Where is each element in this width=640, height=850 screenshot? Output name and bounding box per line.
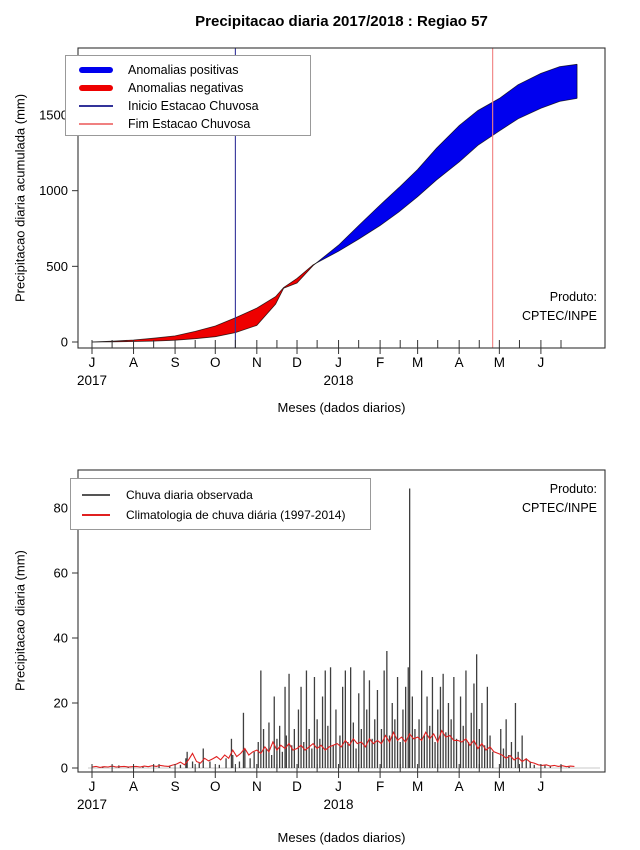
svg-text:D: D (292, 779, 302, 794)
legend-item-season-end: Fim Estacao Chuvosa (66, 115, 310, 133)
legend-item-positive-anomalies: Anomalias positivas (66, 61, 310, 79)
season-end-swatch (79, 123, 113, 125)
svg-text:J: J (89, 355, 96, 370)
season-start-swatch (79, 105, 113, 107)
svg-text:2018: 2018 (324, 373, 354, 388)
legend-anomalies: Anomalias positivas Anomalias negativas … (65, 55, 311, 136)
legend-label: Anomalias positivas (128, 63, 239, 77)
negative-anomaly-swatch (79, 85, 113, 91)
svg-text:N: N (252, 779, 262, 794)
svg-text:S: S (171, 355, 180, 370)
y-axis-title-cumulative: Precipitacao diaria acumulada (mm) (12, 93, 28, 303)
svg-text:D: D (292, 355, 302, 370)
svg-text:60: 60 (54, 566, 68, 581)
x-axis-title-bottom: Meses (dados diarios) (277, 830, 406, 845)
positive-anomaly-swatch (79, 67, 113, 73)
legend-item-observed-rain: Chuva diaria observada (71, 485, 370, 505)
climatology-swatch (82, 514, 110, 516)
svg-text:A: A (129, 779, 138, 794)
svg-text:M: M (412, 779, 423, 794)
observed-rain-swatch (82, 494, 110, 496)
legend-label: Anomalias negativas (128, 81, 244, 95)
svg-text:1500: 1500 (39, 108, 68, 123)
product-name: CPTEC/INPE (521, 309, 597, 323)
svg-text:A: A (455, 355, 464, 370)
svg-text:2017: 2017 (77, 373, 107, 388)
product-label: Produto: (549, 482, 597, 496)
x-axis-title-top: Meses (dados diarios) (277, 400, 406, 415)
svg-text:J: J (335, 779, 342, 794)
svg-text:1000: 1000 (39, 183, 68, 198)
svg-text:2017: 2017 (77, 797, 107, 812)
cumulative-precipitation-chart: 0 500 1000 1500 J A S O N D J F M A M J 2017 2018 (39, 47, 606, 388)
svg-text:F: F (376, 779, 384, 794)
svg-text:40: 40 (54, 631, 68, 646)
svg-text:M: M (494, 355, 505, 370)
legend-label: Fim Estacao Chuvosa (128, 117, 251, 131)
svg-text:O: O (210, 779, 221, 794)
svg-text:500: 500 (46, 259, 68, 274)
svg-text:M: M (412, 355, 423, 370)
svg-text:O: O (210, 355, 221, 370)
svg-text:S: S (171, 779, 180, 794)
product-annotation-bottom: Produto: CPTEC/INPE (440, 480, 597, 518)
svg-text:20: 20 (54, 696, 68, 711)
legend-item-season-start: Inicio Estacao Chuvosa (66, 97, 310, 115)
svg-text:0: 0 (61, 761, 68, 776)
svg-text:0: 0 (61, 335, 68, 350)
svg-text:2018: 2018 (324, 797, 354, 812)
product-name: CPTEC/INPE (521, 501, 597, 515)
product-label: Produto: (549, 290, 597, 304)
product-annotation-top: Produto: CPTEC/INPE (440, 288, 597, 326)
svg-text:J: J (538, 779, 545, 794)
svg-text:J: J (89, 779, 96, 794)
svg-text:80: 80 (54, 501, 68, 516)
legend-label: Inicio Estacao Chuvosa (128, 99, 259, 113)
svg-text:J: J (538, 355, 545, 370)
legend-label: Chuva diaria observada (126, 488, 253, 502)
legend-daily-rain: Chuva diaria observada Climatologia de c… (70, 478, 371, 530)
svg-text:F: F (376, 355, 384, 370)
svg-text:A: A (129, 355, 138, 370)
legend-label: Climatologia de chuva diária (1997-2014) (126, 508, 346, 522)
legend-item-climatology: Climatologia de chuva diária (1997-2014) (71, 505, 370, 525)
figure-title: Precipitacao diaria 2017/2018 : Regiao 5… (195, 13, 488, 30)
svg-text:J: J (335, 355, 342, 370)
svg-text:N: N (252, 355, 262, 370)
daily-precipitation-chart: 0 20 40 60 80 J A S O N D J F M A M J 2017 2018 (54, 469, 606, 812)
y-axis-title-daily: Precipitacao diaria (mm) (12, 550, 28, 692)
svg-text:M: M (494, 779, 505, 794)
svg-text:A: A (455, 779, 464, 794)
legend-item-negative-anomalies: Anomalias negativas (66, 79, 310, 97)
